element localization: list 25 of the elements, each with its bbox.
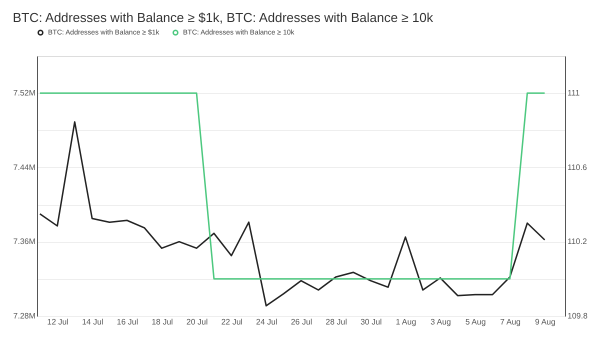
- x-tick-label: 3 Aug: [430, 318, 451, 326]
- y-tick-label: 7.36M: [13, 237, 36, 246]
- x-tick-label: 28 Jul: [326, 318, 348, 326]
- x-tick-label: 24 Jul: [256, 318, 278, 326]
- x-tick-label: 5 Aug: [465, 318, 486, 326]
- y-tick-label: 7.28M: [13, 312, 36, 320]
- x-tick-label: 16 Jul: [116, 318, 138, 326]
- x-tick-label: 1 Aug: [396, 318, 416, 326]
- y2-tick-label: 110.2: [568, 237, 588, 246]
- y2-tick-label: 109.8: [568, 312, 588, 320]
- y-tick-label: 7.52M: [13, 88, 36, 98]
- x-tick-label: 9 Aug: [534, 318, 556, 326]
- x-tick-label: 12 Jul: [47, 318, 69, 326]
- x-tick-label: 18 Jul: [152, 318, 174, 326]
- y2-tick-label: 110.6: [568, 162, 588, 172]
- chart-title: BTC: Addresses with Balance ≥ $1k, BTC: Addresses with Balance ≥ 10k: [12, 10, 434, 25]
- line-series: [39, 121, 546, 307]
- x-tick-label: 30 Jul: [360, 318, 382, 326]
- y2-tick-label: 111: [568, 88, 580, 98]
- x-tick-label: 14 Jul: [82, 318, 104, 326]
- x-tick-label: 7 Aug: [500, 318, 521, 326]
- y-tick-label: 7.44M: [13, 162, 36, 172]
- x-tick-label: 22 Jul: [221, 318, 243, 326]
- x-tick-label: 26 Jul: [290, 318, 312, 326]
- x-tick-label: 20 Jul: [186, 318, 208, 326]
